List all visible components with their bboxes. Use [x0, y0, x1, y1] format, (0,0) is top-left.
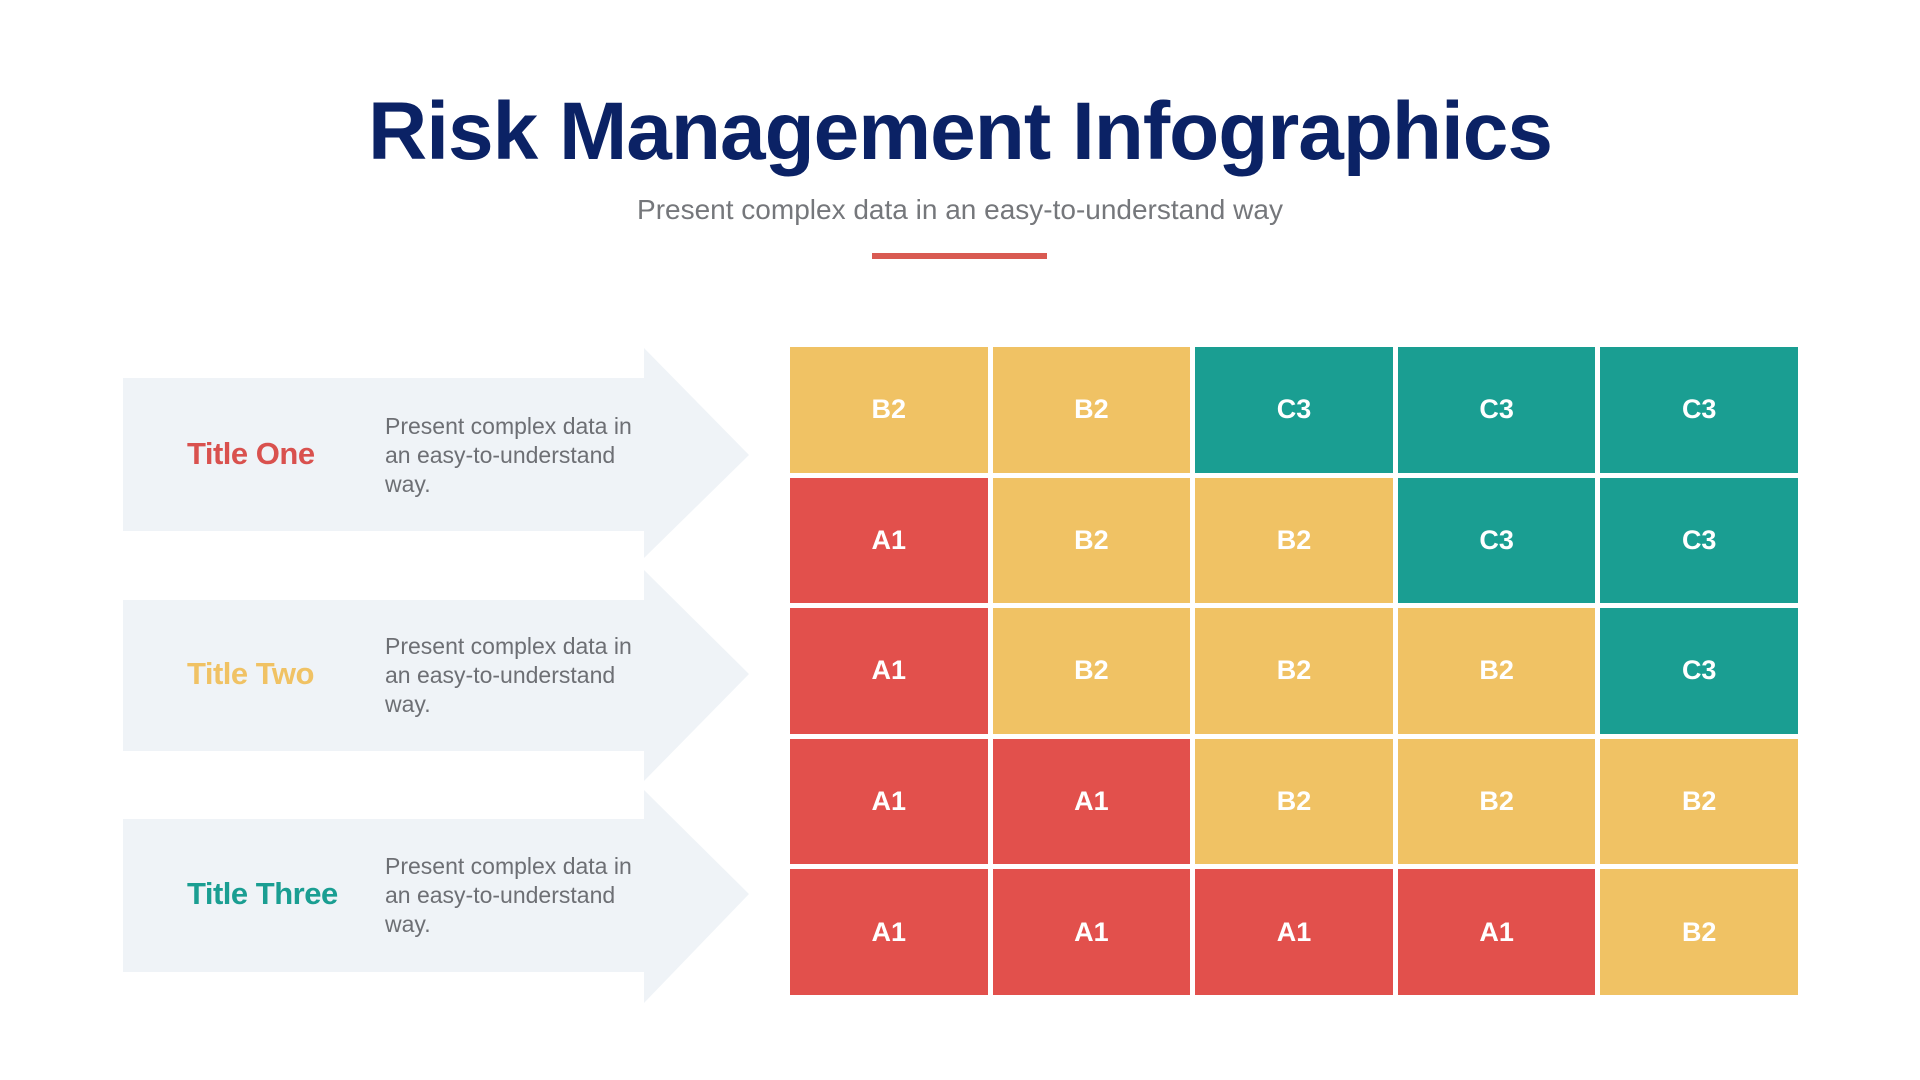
matrix-cell: B2 [1195, 477, 1393, 604]
arrow-shape-icon [123, 790, 749, 1003]
matrix-cell: B2 [1600, 869, 1798, 995]
matrix-cell: B2 [1397, 738, 1596, 865]
matrix-cell: A1 [992, 869, 1191, 995]
matrix-cell: B2 [1600, 738, 1798, 865]
matrix-cell: C3 [1397, 477, 1596, 604]
matrix-cell: C3 [1600, 347, 1798, 473]
matrix-cell: B2 [992, 608, 1191, 734]
matrix-cell: A1 [1397, 869, 1596, 995]
arrow-title: Title Two [187, 656, 314, 691]
arrow-title: Title Three [187, 876, 338, 911]
risk-matrix: B2 B2 C3 C3 C3 A1 B2 B2 C3 C3 A1 B2 B2 B… [790, 347, 1798, 995]
matrix-cell: B2 [992, 477, 1191, 604]
arrow-item-two: Title Two Present complex data in an eas… [123, 570, 749, 781]
matrix-cell: A1 [790, 477, 988, 604]
page-title: Risk Management Infographics [367, 86, 1553, 177]
matrix-cell: A1 [1195, 869, 1393, 995]
arrow-description: Present complex data in an easy-to-under… [385, 853, 632, 937]
arrow-item-one: Title One Present complex data in an eas… [123, 348, 749, 558]
arrow-title: Title One [187, 436, 315, 471]
matrix-cell: A1 [790, 608, 988, 734]
arrow-shape-icon [123, 348, 749, 558]
arrow-item-three: Title Three Present complex data in an e… [123, 790, 749, 1003]
matrix-cell: A1 [790, 869, 988, 995]
matrix-cell: A1 [992, 738, 1191, 865]
matrix-cell: B2 [1195, 738, 1393, 865]
matrix-cell: C3 [1600, 477, 1798, 604]
matrix-cell: B2 [790, 347, 988, 473]
matrix-cell: C3 [1600, 608, 1798, 734]
matrix-cell: A1 [790, 738, 988, 865]
arrow-shape-icon [123, 570, 749, 781]
title-underline-divider [872, 253, 1047, 259]
matrix-cell: C3 [1397, 347, 1596, 473]
arrow-description: Present complex data in an easy-to-under… [385, 633, 632, 717]
arrow-description: Present complex data in an easy-to-under… [385, 413, 632, 497]
matrix-cell: C3 [1195, 347, 1393, 473]
matrix-cell: B2 [1195, 608, 1393, 734]
matrix-cell: B2 [1397, 608, 1596, 734]
page-subtitle: Present complex data in an easy-to-under… [637, 194, 1283, 225]
matrix-cell: B2 [992, 347, 1191, 473]
